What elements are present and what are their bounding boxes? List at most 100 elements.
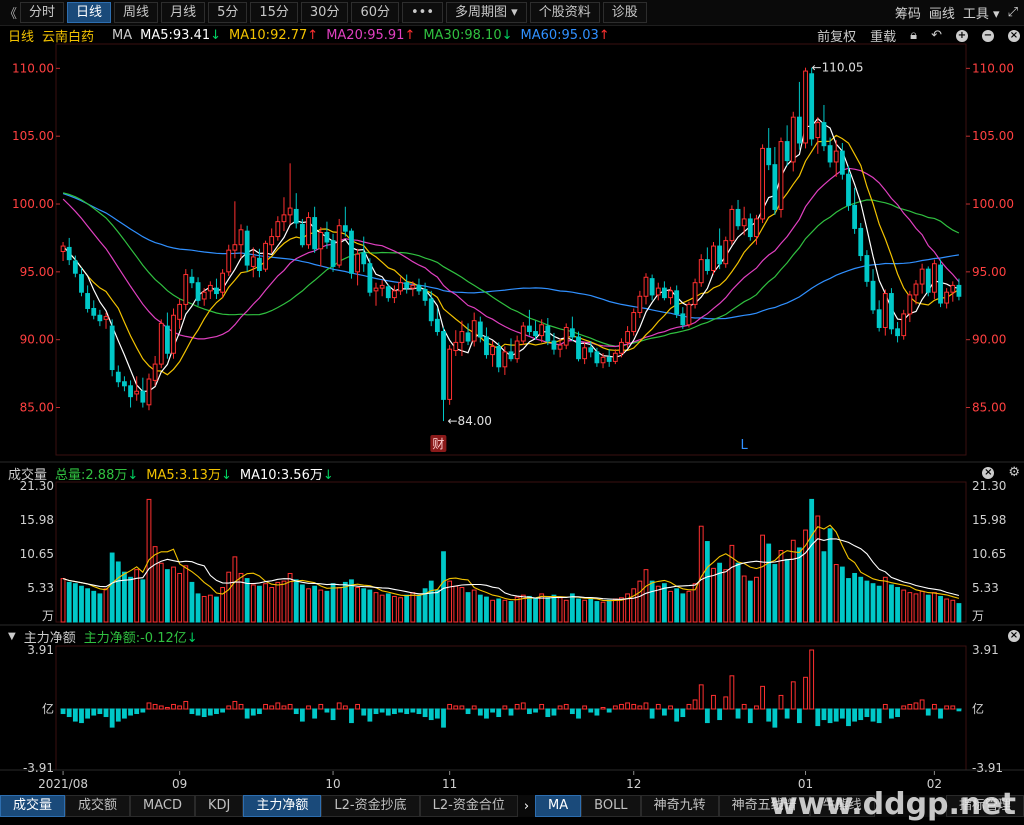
volume-label-right: 5.33	[972, 581, 999, 595]
volume-bar	[330, 583, 336, 623]
volume-label-right: 万	[972, 609, 984, 623]
candle-body	[809, 73, 815, 140]
period-button-8[interactable]: •••	[402, 2, 444, 23]
zoom-out-icon[interactable]: −	[982, 29, 994, 42]
gear-icon[interactable]: ⚙	[1008, 465, 1020, 480]
lock-icon[interactable]: 🔒︎	[910, 28, 918, 43]
tab-right-1[interactable]: BOLL	[581, 795, 641, 817]
candle-body	[576, 336, 581, 360]
tab-left-4[interactable]: 主力净额	[243, 795, 322, 817]
volume-bar	[864, 580, 870, 623]
candle-body	[895, 328, 900, 337]
candle-body	[631, 312, 637, 333]
flow-bar	[760, 685, 765, 710]
flow-bar	[625, 702, 630, 710]
flow-bar	[183, 700, 189, 710]
candle-body	[846, 173, 851, 206]
flow-bar	[882, 703, 888, 710]
volume-bar	[612, 598, 618, 623]
period-button-6[interactable]: 30分	[300, 2, 349, 23]
collapse-icon[interactable]: ▼	[8, 630, 16, 642]
volume-bar	[631, 588, 637, 623]
back-button[interactable]: 《	[4, 7, 18, 22]
volume-bar	[508, 601, 514, 623]
volume-bar	[177, 572, 183, 623]
tab-left-5[interactable]: L2-资金抄底	[321, 795, 420, 817]
candle-body	[956, 284, 962, 297]
flow-bar	[158, 705, 164, 710]
period-button-5[interactable]: 15分	[250, 2, 298, 23]
tools-button[interactable]: 工具 ▾	[962, 7, 1000, 22]
candle-body	[232, 244, 238, 251]
period-button-2[interactable]: 周线	[114, 2, 159, 23]
adjust-mode[interactable]: 前复权	[817, 30, 857, 45]
tab-left-2[interactable]: MACD	[130, 795, 195, 817]
period-button-7[interactable]: 60分	[351, 2, 399, 23]
flow-bar	[815, 708, 821, 727]
period-button-9[interactable]: 多周期图 ▾	[446, 2, 527, 23]
flow-bar	[839, 708, 845, 719]
tabs-scroll-icon[interactable]: ›	[523, 798, 530, 814]
flow-bar	[803, 676, 808, 710]
volume-bar	[361, 588, 367, 623]
candle-body	[85, 293, 91, 309]
flow-bar	[373, 708, 379, 715]
chip-button[interactable]: 筹码	[894, 7, 921, 22]
flow-bar	[269, 705, 275, 710]
period-button-10[interactable]: 个股资料	[529, 2, 600, 23]
indicator-tabs-left: 成交量 成交额 MACD KDJ 主力净额 L2-资金抄底 L2-资金合位	[0, 795, 518, 817]
zoom-in-icon[interactable]: +	[956, 29, 968, 42]
tab-right-0[interactable]: MA	[535, 795, 582, 817]
draw-line-button[interactable]: 画线	[928, 7, 955, 22]
candle-body	[416, 284, 422, 292]
tab-right-3[interactable]: 神奇五线谱	[718, 795, 810, 817]
fullscreen-icon[interactable]: ⤢	[1007, 5, 1018, 20]
period-button-3[interactable]: 月线	[161, 2, 206, 23]
period-button-1[interactable]: 日线	[67, 2, 112, 23]
candle-body	[594, 351, 600, 364]
flow-bar	[103, 708, 109, 718]
tab-right-5[interactable]: 指标管理	[945, 795, 1024, 817]
flow-bar	[60, 708, 66, 715]
candle-body	[367, 263, 373, 293]
volume-title: 成交量	[8, 467, 48, 483]
flow-bar	[913, 702, 919, 710]
volume-bar	[901, 589, 907, 623]
undo-icon[interactable]: ↶	[931, 28, 942, 43]
volume-bar	[367, 589, 373, 623]
volume-bar	[373, 592, 379, 623]
candle-body	[686, 303, 692, 326]
flow-bar	[122, 708, 127, 719]
x-label: 02	[927, 777, 942, 791]
period-button-0[interactable]: 分时	[20, 2, 65, 23]
ma5-value: MA5:93.41↓	[140, 27, 222, 43]
tab-left-1[interactable]: 成交额	[65, 795, 131, 817]
stock-chart: 110.00 110.00 105.00 105.00 100.00 100.00 95.0…	[0, 43, 1024, 791]
volume-bar	[287, 572, 293, 623]
reload-button[interactable]: 重载	[870, 30, 897, 45]
flow-bar	[895, 708, 900, 718]
panel-frame-2	[55, 645, 967, 771]
volume-bar	[422, 588, 428, 623]
period-button-11[interactable]: 诊股	[602, 2, 647, 23]
close-icon[interactable]: ×	[982, 467, 995, 479]
period-button-4[interactable]: 5分	[208, 2, 248, 23]
candle-body	[471, 320, 477, 342]
close-icon[interactable]: ×	[1008, 630, 1020, 642]
flow-bar	[735, 708, 741, 719]
close-icon[interactable]: ×	[1008, 29, 1020, 42]
tab-left-3[interactable]: KDJ	[195, 795, 244, 817]
tab-right-2[interactable]: 神奇九转	[640, 795, 719, 817]
tab-right-4[interactable]: 牛熊线	[809, 795, 875, 817]
flow-bar	[79, 708, 84, 724]
tab-left-0[interactable]: 成交量	[0, 795, 66, 817]
candle-body	[171, 314, 176, 354]
candle-body	[606, 356, 612, 362]
tab-left-6[interactable]: L2-资金合位	[419, 795, 518, 817]
volume-bar	[846, 578, 851, 623]
flow-bar	[109, 708, 115, 728]
volume-bar	[539, 593, 545, 623]
flow-bar	[434, 708, 440, 719]
volume-bar	[625, 593, 630, 623]
flow-bar	[318, 703, 324, 710]
